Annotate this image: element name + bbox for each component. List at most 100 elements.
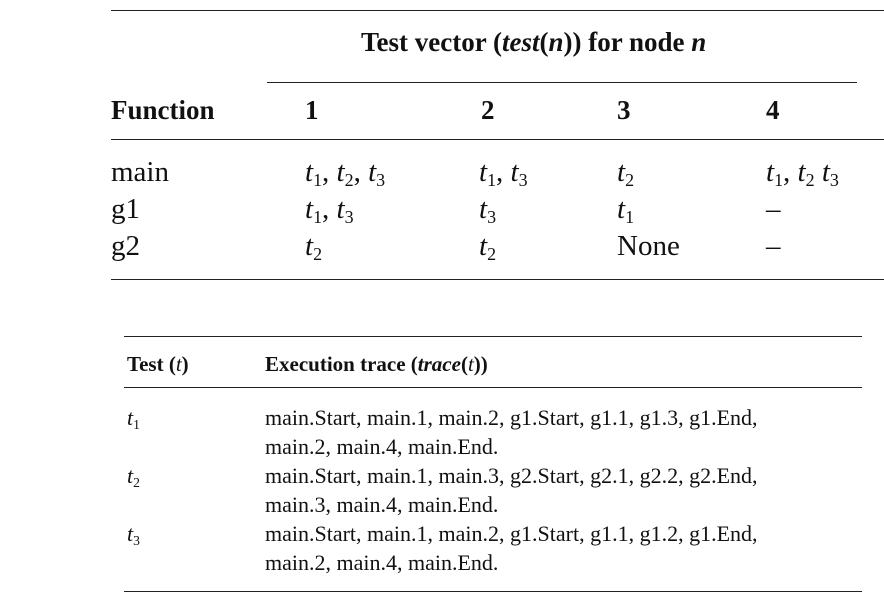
cell-text: , xyxy=(496,156,511,188)
spanner-node: n xyxy=(691,27,707,57)
col1-header-pre: Test ( xyxy=(127,352,176,376)
spanner-arg: n xyxy=(548,27,564,57)
col2-header-pre: Execution trace ( xyxy=(265,352,418,376)
table2-test-cell: t3 xyxy=(127,519,140,548)
col2-header-post: )) xyxy=(473,352,488,376)
table2-trace-cell: main.Start, main.1, main.2, g1.Start, g1… xyxy=(265,403,758,461)
table1-spanner-header: Test vector (test(n)) for node n xyxy=(361,27,706,58)
test-var: t xyxy=(127,405,134,430)
table1-top-rule xyxy=(111,10,884,11)
cell-text: , xyxy=(783,156,798,188)
test-var: t xyxy=(305,193,314,225)
test-var: t xyxy=(821,156,830,188)
table1-cell: t3 xyxy=(479,193,496,226)
spanner-pre: Test vector ( xyxy=(361,27,502,57)
cell-text: – xyxy=(766,193,781,225)
cell-text: None xyxy=(617,230,680,262)
test-subscript: 2 xyxy=(625,170,635,191)
table1-cell: t1, t3 xyxy=(479,156,528,189)
test-subscript: 2 xyxy=(133,474,140,490)
test-var: t xyxy=(368,156,377,188)
test-subscript: 3 xyxy=(518,170,528,191)
test-subscript: 3 xyxy=(829,170,839,191)
test-subscript: 1 xyxy=(774,170,784,191)
test-var: t xyxy=(766,156,775,188)
table1-row-label: g1 xyxy=(111,193,140,225)
table2-col-header-test: Test (t) xyxy=(127,352,189,377)
table1-cell: t1 xyxy=(617,193,634,226)
spanner-close: )) xyxy=(563,27,582,57)
table1-col-header-4: 4 xyxy=(766,95,780,125)
table2-col-header-trace: Execution trace (trace(t)) xyxy=(265,352,488,377)
cell-text: , xyxy=(353,156,369,188)
table1-header-rule xyxy=(111,139,884,140)
test-subscript: 3 xyxy=(487,207,497,228)
test-var: t xyxy=(305,230,314,262)
test-var: t xyxy=(479,193,488,225)
table1-row-label: g2 xyxy=(111,230,140,262)
test-subscript: 2 xyxy=(313,244,323,265)
table1-col-header-2: 2 xyxy=(481,95,495,125)
test-subscript: 3 xyxy=(376,170,386,191)
cell-text: , xyxy=(322,156,337,188)
table1-cell: t1, t2, t3 xyxy=(305,156,385,189)
test-var: t xyxy=(617,193,626,225)
table1-col-header-1: 1 xyxy=(305,95,319,125)
trace-line: main.3, main.4, main.End. xyxy=(265,492,499,517)
table2-bottom-rule xyxy=(124,591,862,592)
test-var: t xyxy=(797,156,806,188)
spanner-var: test xyxy=(501,27,540,57)
table1-spanner-rule xyxy=(267,82,857,83)
table2-trace-cell: main.Start, main.1, main.3, g2.Start, g2… xyxy=(265,461,758,519)
table2-test-cell: t2 xyxy=(127,461,140,490)
test-subscript: 3 xyxy=(344,207,354,228)
trace-line: main.Start, main.1, main.2, g1.Start, g1… xyxy=(265,521,758,546)
test-subscript: 2 xyxy=(344,170,354,191)
trace-line: main.2, main.4, main.End. xyxy=(265,550,499,575)
table1-cell: t2 xyxy=(617,156,634,189)
test-subscript: 1 xyxy=(487,170,497,191)
test-subscript: 2 xyxy=(805,170,815,191)
spanner-post: for node xyxy=(581,27,692,57)
test-subscript: 2 xyxy=(487,244,497,265)
table2-top-rule xyxy=(124,336,862,337)
test-subscript: 1 xyxy=(313,170,323,191)
table1-cell: – xyxy=(766,193,781,226)
table2-header-rule xyxy=(124,387,862,388)
test-var: t xyxy=(336,193,345,225)
test-var: t xyxy=(479,156,488,188)
table1-cell: t2 xyxy=(305,230,322,263)
trace-line: main.2, main.4, main.End. xyxy=(265,434,499,459)
trace-line: main.Start, main.1, main.2, g1.Start, g1… xyxy=(265,405,758,430)
spanner-open: ( xyxy=(539,27,549,57)
table2-trace-cell: main.Start, main.1, main.2, g1.Start, g1… xyxy=(265,519,758,577)
test-var: t xyxy=(336,156,345,188)
test-subscript: 1 xyxy=(133,416,140,432)
table1-cell: None xyxy=(617,230,680,263)
table1-cell: – xyxy=(766,230,781,263)
cell-text: – xyxy=(766,230,781,262)
table1-row-label: main xyxy=(111,156,169,188)
cell-text xyxy=(815,156,822,188)
col2-header-arg: t xyxy=(467,352,474,376)
col2-header-var: trace xyxy=(417,352,461,376)
col1-header-var: t xyxy=(175,352,182,376)
test-var: t xyxy=(305,156,314,188)
test-var: t xyxy=(617,156,626,188)
trace-line: main.Start, main.1, main.3, g2.Start, g2… xyxy=(265,463,758,488)
test-var: t xyxy=(510,156,519,188)
col2-header-mid: ( xyxy=(460,352,468,376)
test-var: t xyxy=(127,463,134,488)
test-var: t xyxy=(479,230,488,262)
test-var: t xyxy=(127,521,134,546)
table1-col-header-3: 3 xyxy=(617,95,631,125)
table1-bottom-rule xyxy=(111,279,884,280)
table1-cell: t1, t3 xyxy=(305,193,354,226)
table1-corner-header: Function xyxy=(111,95,215,125)
test-subscript: 3 xyxy=(133,532,140,548)
table1-cell: t2 xyxy=(479,230,496,263)
col1-header-post: ) xyxy=(181,352,189,376)
table1-cell: t1, t2 t3 xyxy=(766,156,839,189)
test-subscript: 1 xyxy=(625,207,635,228)
table2-test-cell: t1 xyxy=(127,403,140,432)
